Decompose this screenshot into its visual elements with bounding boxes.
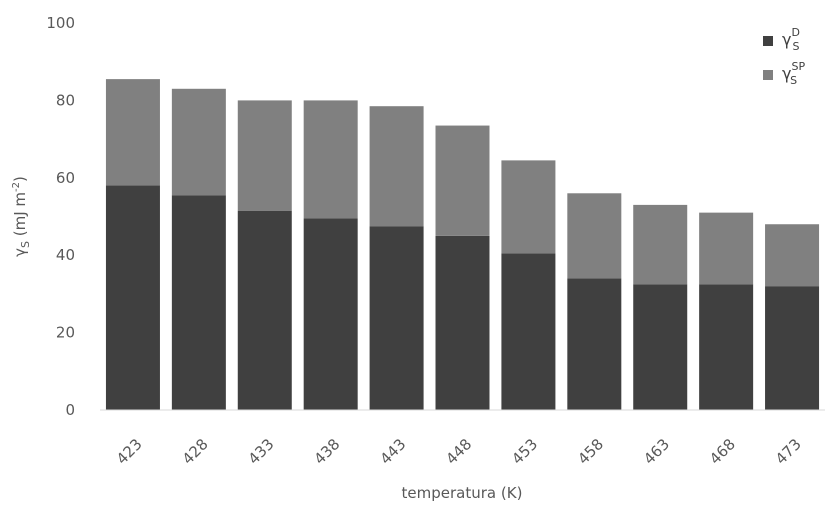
- y-title-units: (mJ m: [11, 192, 29, 241]
- y-title-close: ): [11, 176, 29, 182]
- legend-sub: S: [792, 40, 799, 53]
- bar-polar-433: [237, 100, 292, 211]
- x-tick-label: 473: [772, 435, 805, 468]
- legend-symbol: γ: [782, 30, 791, 49]
- legend-label: γD S: [782, 26, 800, 53]
- bar-dispersive-453: [501, 253, 556, 410]
- bar-polar-453: [501, 160, 556, 254]
- bar-dispersive-433: [237, 210, 292, 410]
- y-tick-label: 100: [46, 14, 75, 32]
- bar-polar-458: [567, 193, 622, 279]
- legend-sup: D: [791, 26, 799, 39]
- x-axis-title: temperatura (K): [402, 484, 523, 502]
- y-ticks: 0 20 40 60 80 100: [46, 14, 75, 419]
- y-title-sup: -2: [11, 182, 22, 192]
- bar-dispersive-443: [369, 226, 424, 410]
- bar-dispersive-438: [303, 218, 358, 410]
- bar-polar-473: [765, 224, 820, 287]
- bar-polar-468: [699, 212, 754, 285]
- bar-polar-448: [435, 125, 490, 236]
- y-tick-label: 80: [56, 91, 75, 109]
- bar-polar-463: [633, 204, 688, 285]
- x-tick-label: 453: [508, 435, 541, 468]
- legend-sup: SP: [791, 60, 805, 73]
- bar-dispersive-463: [633, 284, 688, 410]
- legend-sub: S: [790, 74, 797, 87]
- x-tick-label: 443: [376, 435, 409, 468]
- bar-polar-428: [171, 88, 226, 196]
- y-title-symbol: γ: [11, 248, 29, 257]
- x-tick-label: 458: [574, 435, 607, 468]
- x-ticks: 423 428 433 438 443 448 453 458 463 468 473: [113, 435, 805, 468]
- y-tick-label: 60: [56, 169, 75, 187]
- bar-dispersive-473: [765, 286, 820, 410]
- x-tick-label: 433: [245, 435, 278, 468]
- bar-polar-443: [369, 106, 424, 227]
- bar-polar-423: [105, 79, 160, 186]
- bar-dispersive-423: [105, 185, 160, 410]
- x-tick-label: 463: [640, 435, 673, 468]
- y-axis-title: γS (mJ m-2): [11, 176, 32, 257]
- bar-dispersive-448: [435, 235, 490, 410]
- x-tick-label: 423: [113, 435, 146, 468]
- bar-dispersive-468: [699, 284, 754, 410]
- y-title-sub: S: [19, 241, 32, 248]
- legend-swatch: [763, 36, 773, 46]
- legend-label: γSP S: [782, 60, 805, 87]
- x-tick-label: 428: [179, 435, 212, 468]
- x-tick-label: 468: [706, 435, 739, 468]
- bar-dispersive-428: [171, 195, 226, 410]
- x-tick-label: 438: [311, 435, 344, 468]
- bar-polar-438: [303, 100, 358, 219]
- y-tick-label: 20: [56, 324, 75, 342]
- bars-layer: [105, 79, 820, 410]
- legend-swatch: [763, 70, 773, 80]
- x-tick-label: 448: [442, 435, 475, 468]
- y-tick-label: 40: [56, 246, 75, 264]
- bar-dispersive-458: [567, 278, 622, 410]
- legend-symbol: γ: [782, 64, 791, 83]
- y-tick-label: 0: [65, 401, 75, 419]
